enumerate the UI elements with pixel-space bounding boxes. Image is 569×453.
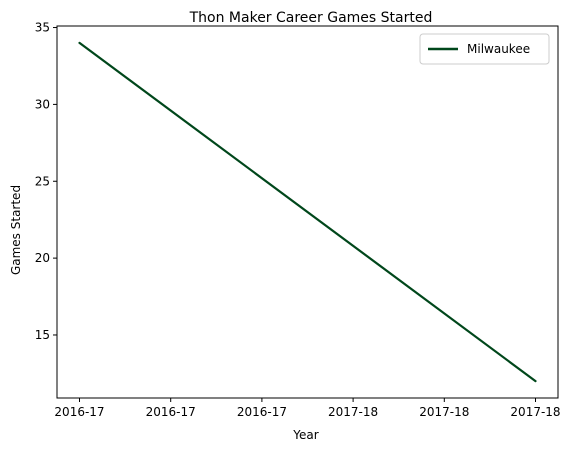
x-tick-label: 2017-18 <box>328 405 378 419</box>
y-tick-label: 20 <box>35 251 50 265</box>
x-axis-ticks: 2016-17 2016-17 2016-17 2017-18 2017-18 2017-… <box>54 398 561 419</box>
x-tick-label: 2017-18 <box>510 405 560 419</box>
series-line-milwaukee <box>78 41 537 383</box>
chart-title: Thon Maker Career Games Started <box>189 10 433 26</box>
x-tick-label: 2017-18 <box>419 405 469 419</box>
x-axis-label: Year <box>292 428 318 442</box>
legend: Milwaukee <box>419 33 550 65</box>
series-layer <box>78 41 537 383</box>
plot-frame <box>56 25 559 399</box>
y-axis-ticks: 15 20 25 30 35 <box>35 21 57 342</box>
x-tick-label: 2016-17 <box>237 405 287 419</box>
x-tick-label: 2016-17 <box>54 405 104 419</box>
y-tick-label: 30 <box>35 97 50 111</box>
legend-box <box>419 33 550 65</box>
y-tick-label: 35 <box>35 21 50 35</box>
y-tick-label: 15 <box>35 328 50 342</box>
x-tick-label: 2016-17 <box>146 405 196 419</box>
y-axis-label: Games Started <box>9 185 23 275</box>
y-tick-label: 25 <box>35 174 50 188</box>
legend-label-milwaukee: Milwaukee <box>467 42 530 56</box>
